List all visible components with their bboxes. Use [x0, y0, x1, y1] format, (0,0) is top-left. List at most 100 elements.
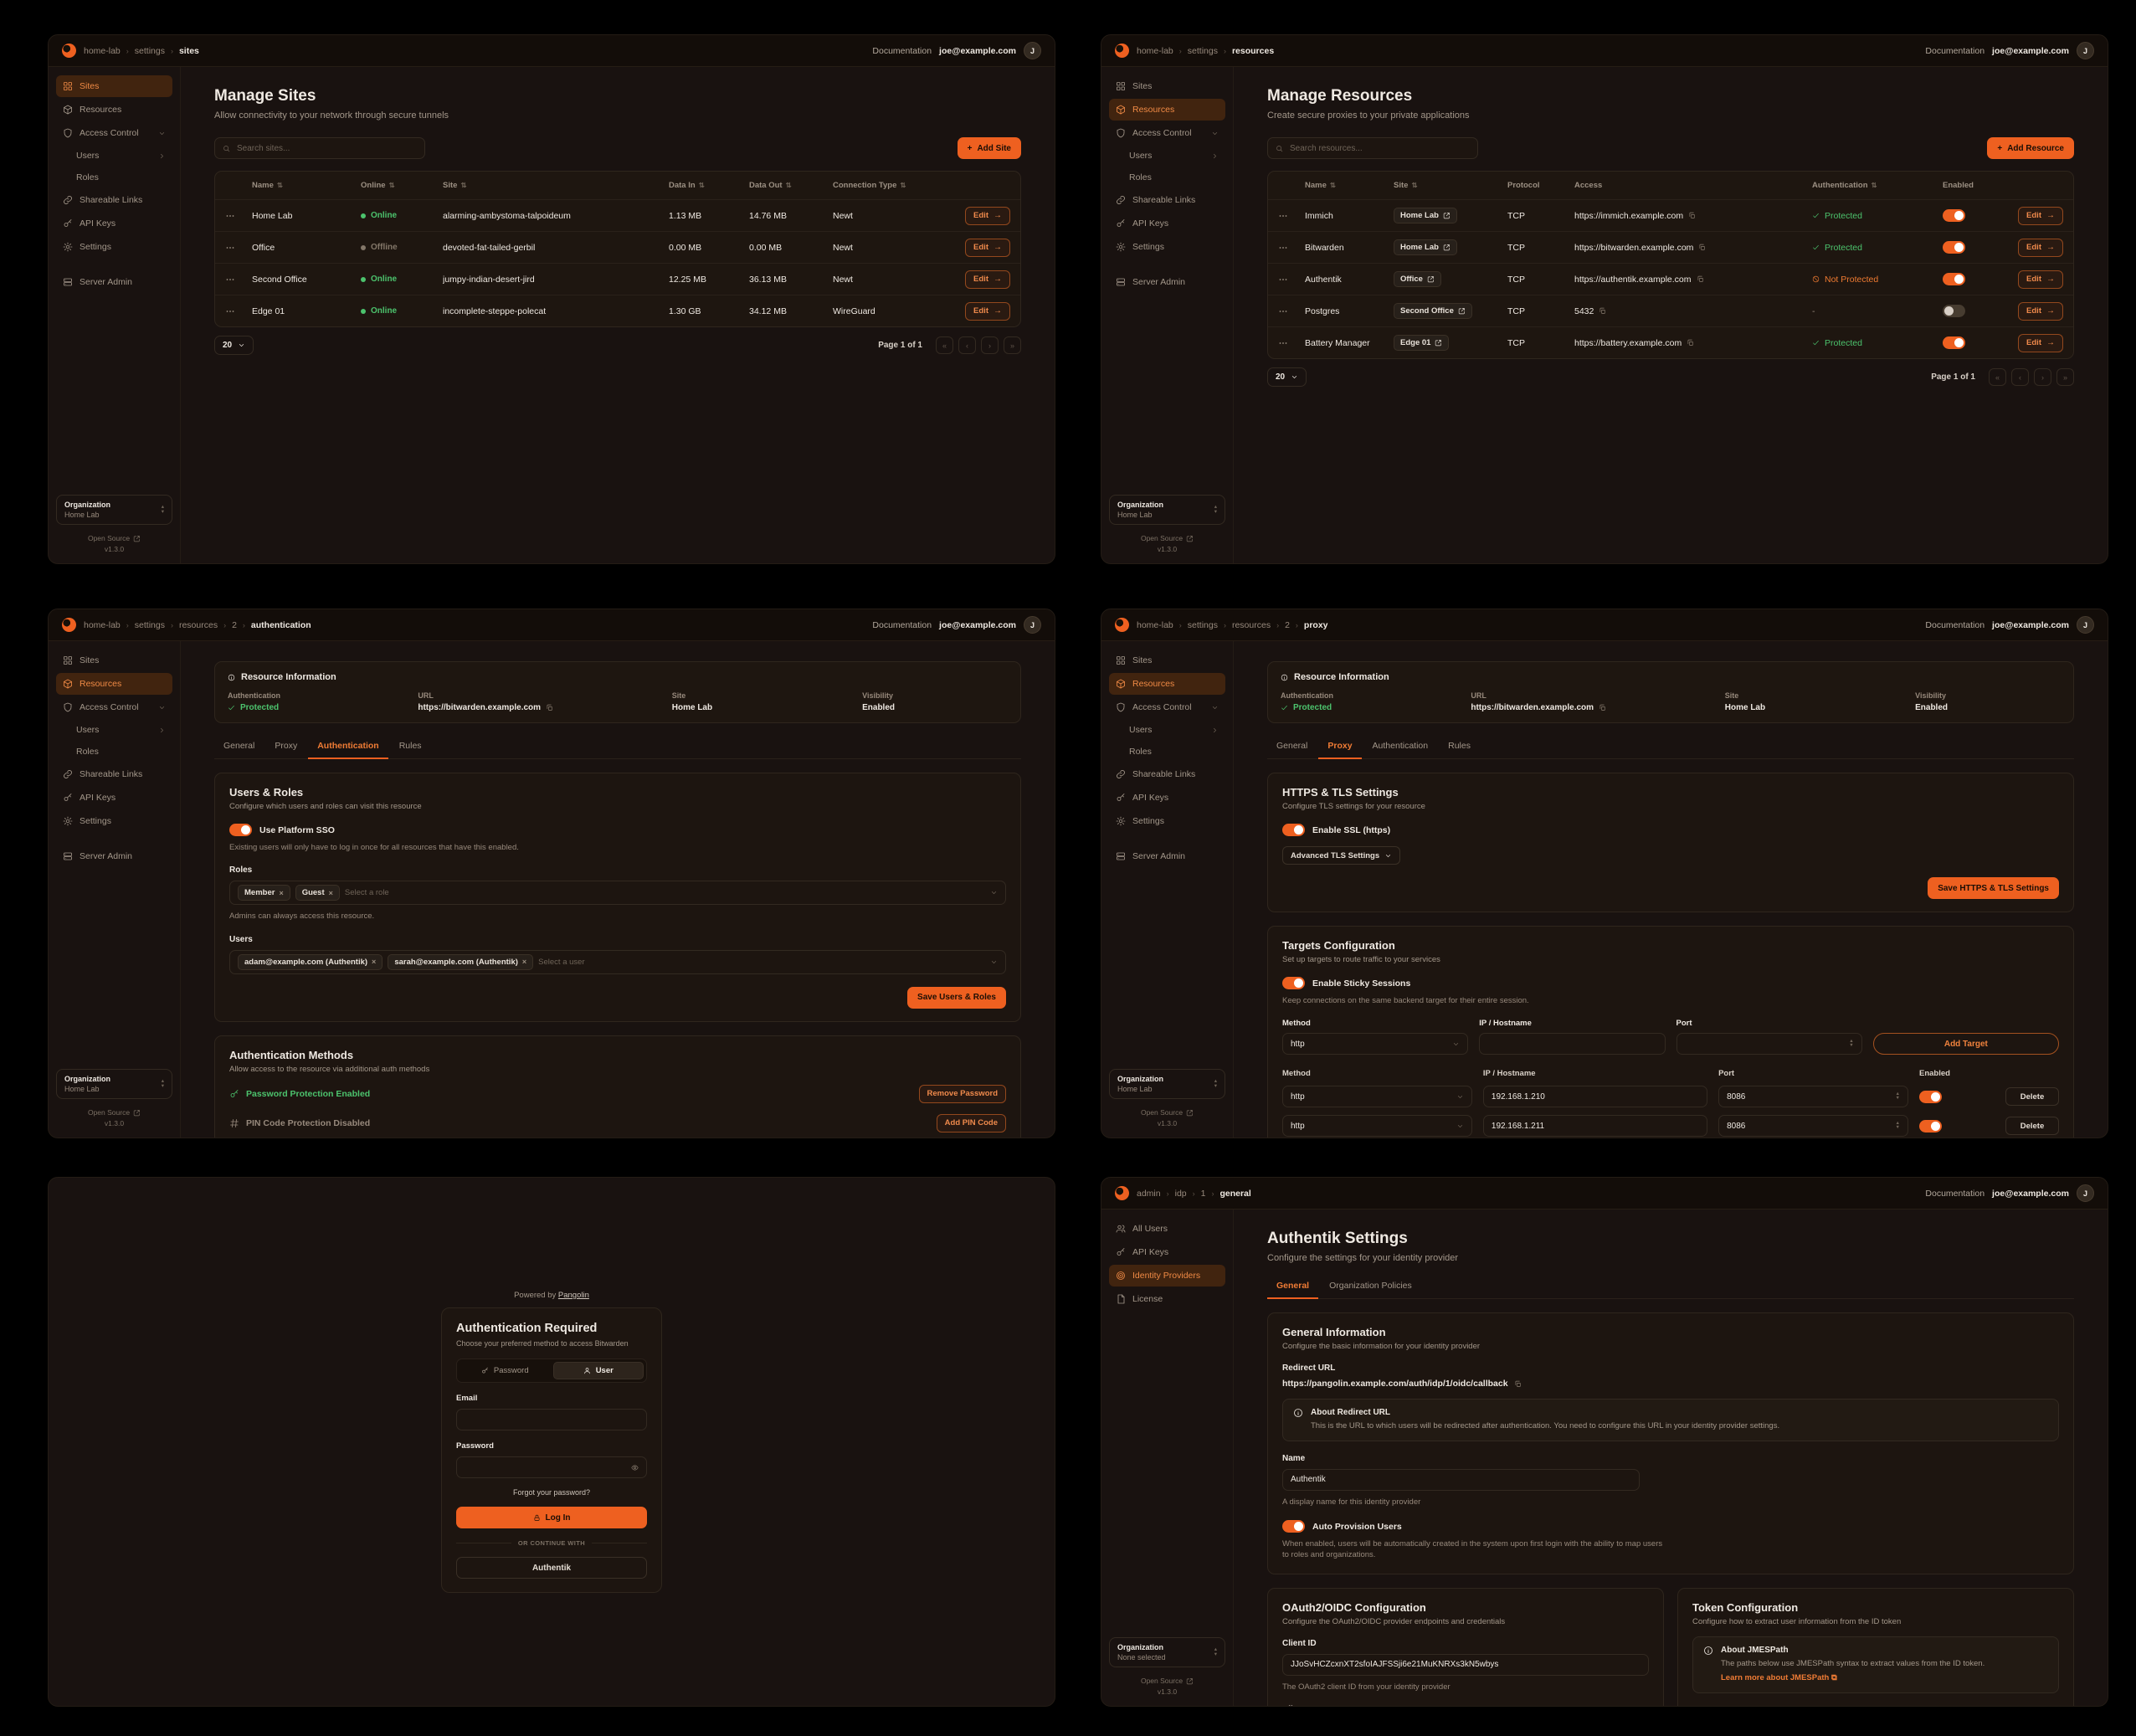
sidebar-item-users[interactable]: Users	[1122, 720, 1225, 740]
copy-icon[interactable]	[1687, 339, 1694, 347]
enabled-toggle[interactable]	[1943, 209, 1965, 222]
pangolin-link[interactable]: Pangolin	[557, 1291, 589, 1300]
auto-provision-toggle[interactable]	[1282, 1520, 1305, 1533]
copy-icon[interactable]	[1688, 212, 1696, 219]
remove-icon[interactable]: ×	[328, 888, 333, 897]
sidebar-item-shareable-links[interactable]: Shareable Links	[56, 189, 172, 211]
sidebar-item-roles[interactable]: Roles	[76, 747, 99, 757]
delete-target-button[interactable]: Delete	[2005, 1117, 2059, 1136]
client-id-input[interactable]	[1291, 1660, 1641, 1670]
row-menu-icon[interactable]	[225, 243, 235, 253]
add-resource-button[interactable]: + Add Resource	[1987, 137, 2074, 159]
ip-hostname-input[interactable]	[1491, 1121, 1700, 1131]
user-menu[interactable]: joe@example.com	[1992, 619, 2069, 630]
idp-name-input[interactable]	[1291, 1475, 1631, 1485]
tab-general[interactable]: General	[223, 741, 255, 751]
sidebar-item-sites[interactable]: Sites	[56, 650, 172, 671]
sidebar-item-server-admin[interactable]: Server Admin	[56, 845, 172, 867]
password-field[interactable]	[465, 1462, 625, 1472]
sidebar-item-sites[interactable]: Sites	[1109, 650, 1225, 671]
sidebar-item-shareable-links[interactable]: Shareable Links	[56, 763, 172, 785]
sidebar-item-resources[interactable]: Resources	[1109, 673, 1225, 695]
sidebar-item-server-admin[interactable]: Server Admin	[1109, 271, 1225, 293]
sidebar-item-sites[interactable]: Sites	[56, 75, 172, 97]
tab-rules[interactable]: Rules	[1448, 741, 1471, 751]
site-chip[interactable]: Edge 01	[1394, 335, 1450, 351]
breadcrumb-item[interactable]: home-lab	[84, 45, 121, 56]
column-name[interactable]: Name ⇅	[1305, 181, 1336, 190]
search-input[interactable]	[237, 143, 417, 153]
sidebar-item-api-keys[interactable]: API Keys	[1109, 213, 1225, 234]
user-menu[interactable]: joe@example.com	[1992, 1188, 2069, 1199]
tab-password[interactable]: Password	[460, 1362, 551, 1379]
sidebar-item-access-control[interactable]: Access Control	[56, 122, 172, 144]
tab-rules[interactable]: Rules	[398, 741, 422, 751]
jmespath-link[interactable]: Learn more about JMESPath ⧉	[1721, 1673, 1837, 1683]
breadcrumb-item[interactable]: settings	[1187, 45, 1218, 56]
open-source-link[interactable]: Open Source	[1109, 1677, 1225, 1685]
tab-proxy[interactable]: Proxy	[275, 741, 298, 751]
sidebar-item-server-admin[interactable]: Server Admin	[1109, 845, 1225, 867]
sidebar-item-resources[interactable]: Resources	[1109, 99, 1225, 121]
row-menu-icon[interactable]	[1278, 338, 1288, 348]
delete-target-button[interactable]: Delete	[2005, 1087, 2059, 1107]
forgot-password-link[interactable]: Forgot your password?	[512, 1488, 591, 1497]
site-chip[interactable]: Home Lab	[1394, 208, 1457, 223]
column-site[interactable]: Site ⇅	[1394, 181, 1418, 190]
enabled-toggle[interactable]	[1943, 241, 1965, 254]
remove-icon[interactable]: ×	[279, 888, 284, 897]
user-chip[interactable]: sarah@example.com (Authentik) ×	[388, 953, 534, 970]
breadcrumb-item[interactable]: home-lab	[1137, 45, 1173, 56]
column-connection-type[interactable]: Connection Type ⇅	[833, 181, 906, 190]
site-chip[interactable]: Office	[1394, 271, 1441, 287]
ip-hostname-input[interactable]	[1491, 1091, 1700, 1102]
sidebar-item-users[interactable]: Users	[69, 146, 172, 166]
last-page-button[interactable]: »	[1004, 336, 1021, 354]
sidebar-item-settings[interactable]: Settings	[1109, 236, 1225, 258]
stepper-icon[interactable]: ▲ ▼	[1895, 1091, 1900, 1102]
breadcrumb-item[interactable]: settings	[134, 619, 165, 630]
copy-icon[interactable]	[1599, 704, 1606, 711]
authentik-button[interactable]: Authentik	[456, 1557, 647, 1579]
eye-icon[interactable]	[631, 1464, 639, 1471]
site-chip[interactable]: Second Office	[1394, 303, 1472, 319]
page-size-select[interactable]: 20	[1267, 367, 1307, 387]
next-page-button[interactable]: ›	[981, 336, 999, 354]
avatar[interactable]: J	[2077, 1184, 2094, 1202]
open-source-link[interactable]: Open Source	[1109, 1108, 1225, 1117]
breadcrumb-item[interactable]: settings	[1187, 619, 1218, 630]
row-menu-icon[interactable]	[225, 306, 235, 316]
user-menu[interactable]: joe@example.com	[939, 45, 1016, 56]
sidebar-item-shareable-links[interactable]: Shareable Links	[1109, 189, 1225, 211]
prev-page-button[interactable]: ‹	[958, 336, 976, 354]
sidebar-item-access-control[interactable]: Access Control	[1109, 696, 1225, 718]
users-select[interactable]: adam@example.com (Authentik) × sarah@exam…	[229, 949, 1006, 974]
copy-icon[interactable]	[1697, 275, 1704, 283]
stepper-icon[interactable]: ▲ ▼	[1849, 1039, 1854, 1049]
sidebar-item-api-keys[interactable]: API Keys	[56, 213, 172, 234]
sidebar-item-identity-providers[interactable]: Identity Providers	[1109, 1265, 1225, 1287]
avatar[interactable]: J	[2077, 616, 2094, 634]
breadcrumb-item[interactable]: 2	[1285, 619, 1290, 630]
row-menu-icon[interactable]	[1278, 275, 1288, 285]
search-input[interactable]	[1290, 143, 1470, 153]
port-input[interactable]	[1684, 1039, 1845, 1049]
remove-icon[interactable]: ×	[372, 958, 377, 967]
tab-general[interactable]: General	[1267, 1275, 1319, 1299]
documentation-link[interactable]: Documentation	[1925, 619, 1985, 630]
port-input[interactable]	[1727, 1121, 1891, 1131]
column-site[interactable]: Site ⇅	[443, 181, 467, 190]
advanced-tls-button[interactable]: Advanced TLS Settings	[1282, 846, 1401, 865]
column-authentication[interactable]: Authentication ⇅	[1812, 181, 1877, 190]
sticky-sessions-toggle[interactable]	[1282, 977, 1305, 989]
edit-button[interactable]: Edit →	[965, 270, 1010, 289]
login-button[interactable]: Log In	[456, 1507, 647, 1528]
breadcrumb-item[interactable]: 2	[232, 619, 237, 630]
documentation-link[interactable]: Documentation	[872, 619, 932, 630]
user-menu[interactable]: joe@example.com	[1992, 45, 2069, 56]
open-source-link[interactable]: Open Source	[1109, 534, 1225, 542]
role-chip[interactable]: Guest ×	[295, 885, 340, 901]
sidebar-item-settings[interactable]: Settings	[56, 810, 172, 832]
tab-authentication[interactable]: Authentication	[308, 735, 388, 759]
user-menu[interactable]: joe@example.com	[939, 619, 1016, 630]
